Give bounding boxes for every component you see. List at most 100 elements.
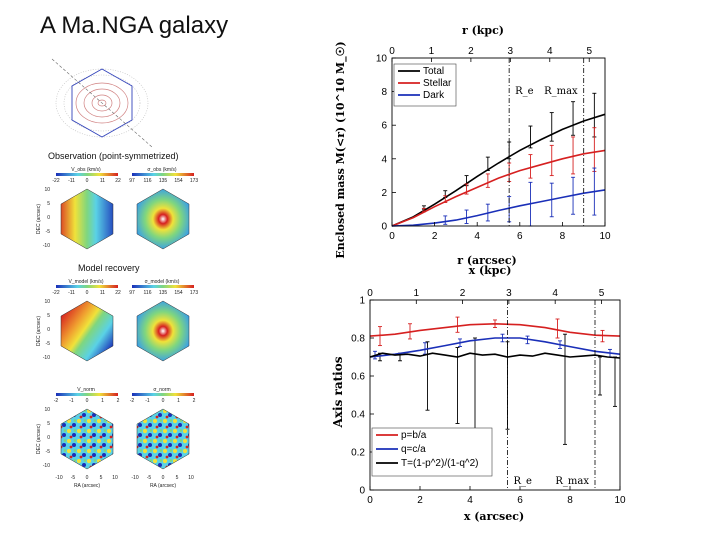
flux-contour-image (51, 58, 153, 148)
c2-series-2-errorbar (455, 347, 460, 424)
map-y-tick: -10 (43, 243, 50, 249)
colorbar-tick: 22 (115, 290, 121, 296)
map-x-tick: -5 (71, 475, 76, 481)
colorbar-tick: -2 (130, 398, 135, 404)
c1-series-2-errorbar (464, 209, 469, 224)
map-panel-label: V_norm (77, 387, 95, 393)
c2-x-tick-label: 8 (567, 495, 573, 506)
c1-top-tick-label: 2 (468, 46, 474, 57)
c1-x-tick-label: 6 (517, 231, 523, 242)
map-panel-label: V_obs (km/s) (71, 167, 101, 173)
model-header: Model recovery (78, 263, 140, 273)
c2-series-1-line (369, 337, 621, 358)
velocity-map-hexagon (136, 188, 190, 250)
map-y-tick: -5 (46, 341, 51, 347)
c1-top-tick-label: 1 (429, 46, 435, 57)
c1-series-1-errorbar (443, 195, 448, 203)
colorbar-tick: -1 (145, 398, 150, 404)
c2-series-2-line (369, 352, 621, 359)
colorbar-tick: -22 (52, 290, 59, 296)
colorbar-tick: 22 (115, 178, 121, 184)
chart2-ylabel: Axis ratios (331, 356, 345, 428)
colorbar-tick: -22 (52, 178, 59, 184)
chart1-top-xlabel: r (kpc) (462, 24, 504, 37)
colorbar (132, 173, 194, 176)
map-y-tick: -10 (43, 463, 50, 469)
colorbar-tick: 173 (190, 178, 199, 184)
c1-x-tick-label: 4 (474, 231, 480, 242)
map-ylabel: DEC (arcsec) (36, 316, 42, 346)
velocity-map-hexagon (60, 408, 114, 470)
map-x-tick: 5 (100, 475, 103, 481)
colorbar-tick: 1 (177, 398, 180, 404)
map-y-tick: 10 (44, 187, 50, 193)
c2-top-tick-label: 2 (460, 288, 466, 299)
c2-series-2-errorbar (613, 356, 617, 407)
velocity-map-hexagon (60, 300, 114, 362)
kinematic-maps-figure: Observation (point-symmetrized) Model re… (36, 58, 199, 489)
c1-series-2-line (391, 189, 606, 227)
colorbar-tick: 116 (144, 290, 152, 296)
colorbar-tick: 0 (86, 398, 89, 404)
c2-legend-label: p=b/a (401, 430, 427, 441)
map-y-tick: 10 (44, 407, 50, 413)
map-x-tick: 0 (86, 475, 89, 481)
map-ylabel: DEC (arcsec) (36, 424, 42, 454)
c1-y-tick-label: 6 (381, 121, 387, 132)
colorbar-tick: 2 (193, 398, 196, 404)
c1-series-2-errorbar (549, 182, 554, 218)
c1-series-0-errorbar (485, 156, 490, 172)
page-title: A Ma.NGA galaxy (40, 12, 229, 39)
map-xlabel: RA (arcsec) (74, 483, 100, 489)
c1-y-tick-label: 8 (381, 87, 387, 98)
map-panel-label: σ_obs (km/s) (147, 167, 177, 173)
c2-series-2-errorbar (598, 356, 602, 396)
colorbar (56, 285, 118, 288)
colorbar-tick: 2 (117, 398, 120, 404)
c1-series-1-line (391, 149, 606, 227)
c1-x-tick-label: 0 (389, 231, 395, 242)
colorbar (56, 173, 118, 176)
c1-series-1-errorbar (549, 144, 554, 177)
c2-top-tick-label: 1 (414, 288, 420, 299)
map-y-tick: 0 (47, 327, 50, 333)
c1-series-0-errorbar (571, 101, 576, 136)
colorbar-tick: 97 (129, 290, 135, 296)
c2-y-tick-label: 0.2 (351, 448, 365, 459)
map-panel-label: σ_model (km/s) (145, 279, 180, 285)
c1-series-2-errorbar (592, 167, 597, 216)
colorbar-tick: 11 (100, 290, 105, 296)
c1-series-1-errorbar (485, 173, 490, 188)
c1-series-2-errorbar (485, 203, 490, 222)
map-y-tick: 10 (44, 299, 50, 305)
map-ylabel: DEC (arcsec) (36, 204, 42, 234)
map-y-tick: 0 (47, 435, 50, 441)
c1-series-0-line (391, 113, 606, 227)
map-y-tick: 5 (47, 201, 50, 207)
velocity-map-hexagon (136, 408, 190, 470)
colorbar-tick: 1 (101, 398, 104, 404)
chart2-top-xlabel: x (kpc) (469, 264, 512, 277)
c1-y-tick-label: 2 (381, 188, 387, 199)
map-y-tick: -5 (46, 449, 51, 455)
c1-annotation-label: R_max (544, 86, 578, 97)
c2-y-tick-label: 0.6 (351, 372, 365, 383)
chart2-legend: p=b/a q=c/a T=(1-p^2)/(1-q^2) (371, 427, 493, 477)
colorbar-tick: 154 (174, 290, 183, 296)
map-y-tick: 5 (47, 421, 50, 427)
c1-top-tick-label: 5 (586, 46, 592, 57)
colorbar-tick: 135 (159, 290, 168, 296)
c1-legend-label: Total (423, 66, 444, 77)
c2-y-tick-label: 1 (359, 296, 365, 307)
c1-annotation-label: R_e (515, 86, 534, 97)
c2-legend-box (371, 427, 493, 477)
c2-series-2-errorbar (563, 333, 567, 445)
colorbar (132, 393, 194, 396)
colorbar (56, 393, 118, 396)
chart2-xlabel: x (arcsec) (464, 510, 524, 523)
c1-x-tick-label: 2 (432, 231, 438, 242)
velocity-map-hexagon (136, 300, 190, 362)
